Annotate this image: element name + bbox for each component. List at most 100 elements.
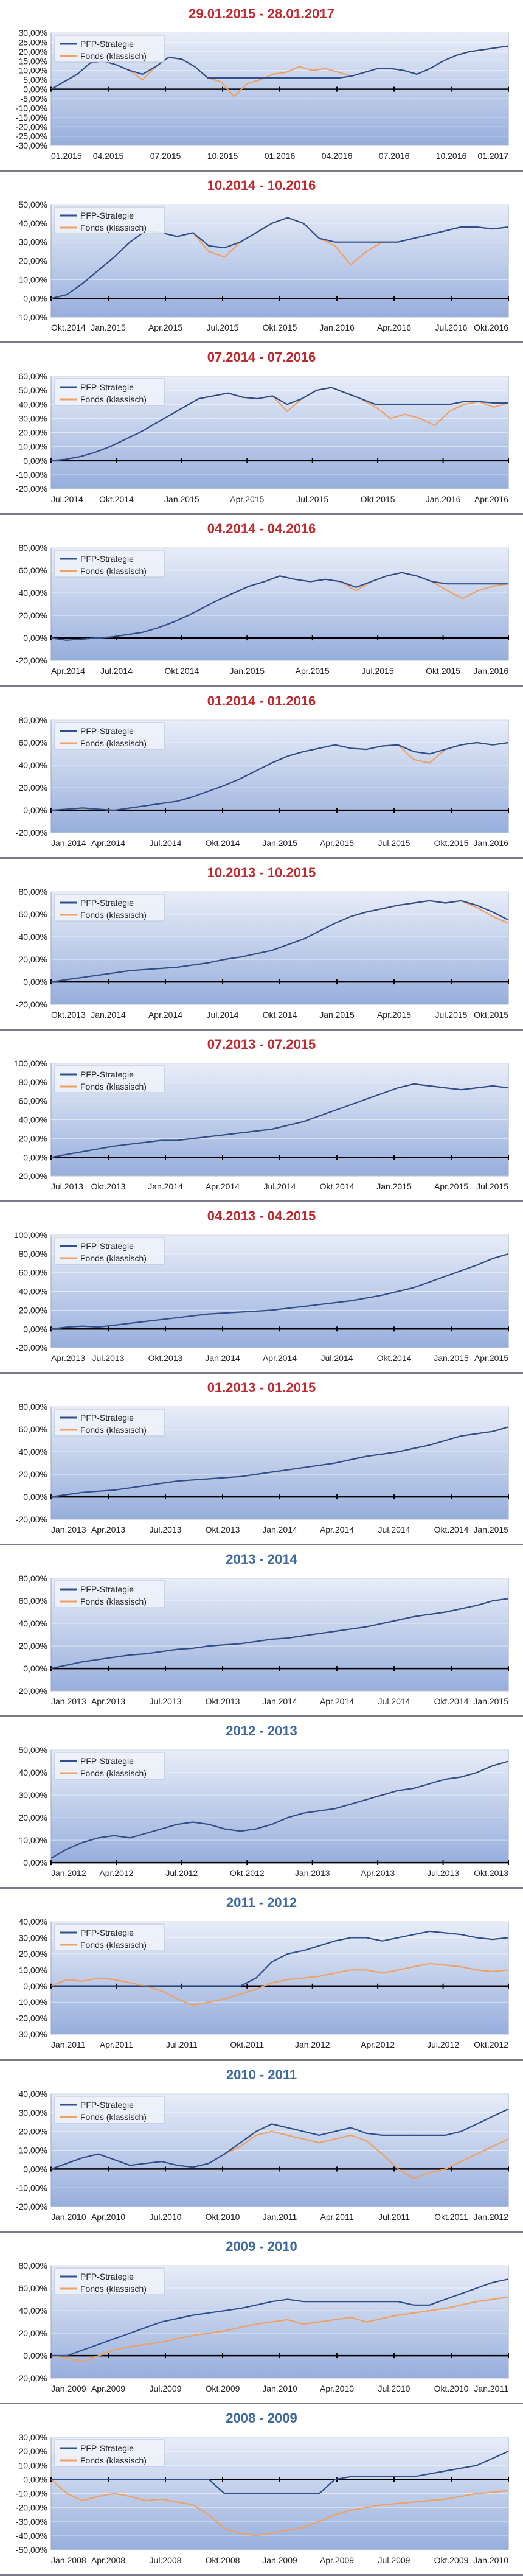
x-tick-label: Okt.2009 <box>206 2384 240 2393</box>
y-tick-label: 40,00% <box>19 1115 47 1124</box>
y-tick-label: 30,00% <box>19 2107 47 2117</box>
y-tick-label: 10,00% <box>19 66 47 75</box>
x-tick-label: Jan.2011 <box>474 2384 508 2393</box>
chart-svg: -30,00% -20,00% -10,00% 0,00% 10,00% 20,00% 30… <box>16 1917 509 2050</box>
x-tick-label: Okt.2014 <box>320 1181 355 1191</box>
y-tick-label: 20,00% <box>19 954 47 964</box>
x-tick-label: Okt.2011 <box>434 2212 468 2222</box>
y-tick-label: 50,00% <box>19 200 47 209</box>
chart-svg: -50,00% -40,00% -30,00% -20,00% -10,00% 0,00%… <box>16 2432 509 2565</box>
y-tick-label: 40,00% <box>19 2306 47 2315</box>
x-tick-label: Jan.2011 <box>263 2212 297 2222</box>
y-tick-label: -20,00% <box>16 1343 47 1353</box>
chart-title: 07.2014 - 07.2016 <box>207 349 316 365</box>
series-line-fund <box>50 2296 509 2362</box>
x-tick-label: Jan.2016 <box>473 667 508 676</box>
y-tick-label: 60,00% <box>19 1596 47 1606</box>
x-tick-label: Apr.2012 <box>99 1868 133 1878</box>
x-tick-label: Apr.2010 <box>320 2384 354 2393</box>
x-tick-label: Okt.2014 <box>263 1010 297 1020</box>
x-tick-label: Jul.2014 <box>51 494 83 504</box>
legend-box <box>54 2267 165 2295</box>
chart-panel: 2008 - 2009 -50,00% -40,00% -30,00% -20,00% -… <box>0 2404 523 2576</box>
x-tick-label: Okt.2012 <box>230 1868 265 1878</box>
legend-label: Fonds (klassisch) <box>80 566 147 576</box>
y-tick-label: -20,00% <box>16 1171 47 1181</box>
series-line-strategy <box>50 387 508 462</box>
y-tick-label: 80,00% <box>19 887 47 897</box>
y-tick-label: 10,00% <box>19 442 47 452</box>
chart-svg: -20,00% -10,00% 0,00% 10,00% 20,00% 30,00% 40,… <box>16 2089 509 2222</box>
x-tick-label: Jan.2015 <box>319 1010 355 1020</box>
chart-title: 2008 - 2009 <box>226 2410 297 2426</box>
x-tick-label: 01.2017 <box>477 151 508 161</box>
chart-panel: 07.2014 - 07.2016 -20,00% -10,00% 0,00% 10,0… <box>0 343 523 516</box>
y-tick-label: 0,00% <box>23 1858 47 1867</box>
x-tick-label: Jan.2014 <box>91 1010 126 1020</box>
y-tick-label: 40,00% <box>19 400 47 410</box>
x-tick-label: Apr.2015 <box>296 667 330 676</box>
x-tick-label: Okt.2014 <box>51 323 86 332</box>
chart-svg: -20,00% 0,00% 20,00% 40,00% 60,00% 80,00% 100,… <box>14 1230 509 1363</box>
y-tick-label: 0,00% <box>23 2164 47 2174</box>
x-tick-label: Okt.2009 <box>434 2555 469 2565</box>
legend-label: PFP-Strategie <box>80 726 134 736</box>
y-tick-label: -10,00% <box>16 103 47 113</box>
x-tick-label: Apr.2014 <box>148 1010 182 1020</box>
legend-label: Fonds (klassisch) <box>80 1253 147 1263</box>
y-tick-label: 20,00% <box>19 1813 47 1822</box>
legend-label: PFP-Strategie <box>80 2100 134 2110</box>
y-tick-label: 80,00% <box>19 543 47 553</box>
x-tick-label: Jan.2016 <box>473 838 508 848</box>
legend-box <box>54 35 165 63</box>
chart-svg: -20,00% 0,00% 20,00% 40,00% 60,00% 80,00% Okt.… <box>16 887 509 1020</box>
chart-title: 04.2013 - 04.2015 <box>207 1208 316 1223</box>
x-tick-label: Jul.2014 <box>321 1353 353 1363</box>
x-tick-label: Jan.2016 <box>319 323 355 332</box>
legend-box <box>54 1237 165 1265</box>
y-tick-label: -10,00% <box>16 312 47 322</box>
y-tick-label: 60,00% <box>19 1096 47 1106</box>
chart-svg: -20,00% 0,00% 20,00% 40,00% 60,00% 80,00% Jan.… <box>16 1573 509 1706</box>
x-tick-label: Jul.2010 <box>150 2212 182 2222</box>
x-tick-label: Apr.2010 <box>91 2212 125 2222</box>
y-tick-label: 0,00% <box>23 977 47 987</box>
y-tick-label: 80,00% <box>19 1249 47 1259</box>
chart-svg: -20,00% -10,00% 0,00% 10,00% 20,00% 30,00% 40,… <box>16 371 509 504</box>
x-tick-label: Jan.2013 <box>295 1868 330 1878</box>
x-tick-label: Apr.2013 <box>91 1696 125 1706</box>
x-tick-label: Okt.2014 <box>99 494 134 504</box>
x-tick-label: Jul.2014 <box>150 838 182 848</box>
chart-panel: 2009 - 2010 -20,00% 0,00% 20,00% 40,00% 60,00… <box>0 2232 523 2404</box>
y-tick-label: 20,00% <box>19 783 47 793</box>
y-tick-label: 10,00% <box>19 1965 47 1975</box>
x-tick-label: Jul.2015 <box>378 838 410 848</box>
series-line-strategy <box>51 2278 509 2356</box>
chart-title: 2013 - 2014 <box>226 1552 297 1567</box>
x-tick-label: Okt.2014 <box>164 667 199 676</box>
y-tick-label: 10,00% <box>19 1835 47 1845</box>
x-tick-label: Jul.2013 <box>150 1696 182 1706</box>
series-line-fund <box>50 2479 509 2536</box>
legend-box <box>54 1752 165 1780</box>
legend-label: Fonds (klassisch) <box>80 1597 147 1606</box>
y-tick-label: 20,00% <box>19 2126 47 2136</box>
x-tick-label: Jan.2009 <box>262 2555 297 2565</box>
x-tick-label: Jul.2014 <box>378 1696 410 1706</box>
legend-label: Fonds (klassisch) <box>80 1082 147 1091</box>
y-tick-label: 30,00% <box>19 28 47 38</box>
x-tick-label: Jan.2016 <box>426 494 461 504</box>
legend-label: Fonds (klassisch) <box>80 394 147 404</box>
legend-label: PFP-Strategie <box>80 1413 134 1423</box>
legend-label: PFP-Strategie <box>80 1069 134 1079</box>
y-tick-label: -50,00% <box>16 2545 47 2555</box>
x-tick-label: Apr.2012 <box>361 2040 395 2050</box>
x-tick-label: Jan.2010 <box>262 2384 297 2393</box>
y-tick-label: 50,00% <box>19 1745 47 1755</box>
series-line-strategy <box>50 1760 509 1859</box>
chart-panel: 01.2013 - 01.2015 -20,00% 0,00% 20,00% 40,00… <box>0 1374 523 1546</box>
x-tick-label: Jul.2015 <box>435 1010 468 1020</box>
x-tick-label: Apr.2008 <box>91 2555 125 2565</box>
x-tick-label: Jul.2009 <box>150 2384 182 2393</box>
